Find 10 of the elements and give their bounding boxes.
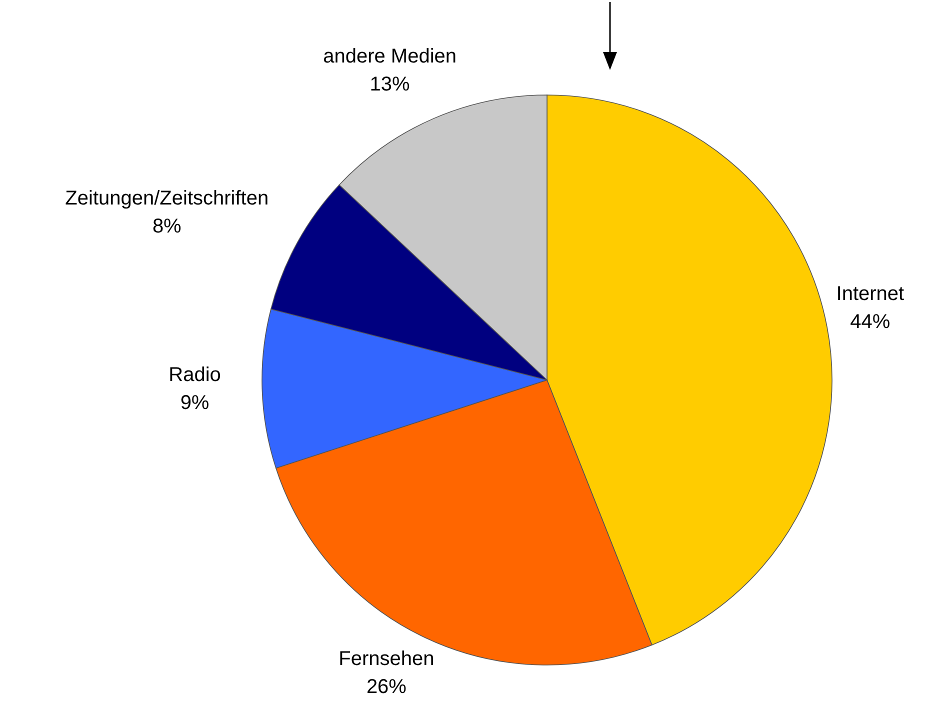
slice-label: Fernsehen (338, 648, 434, 670)
slice-label: Radio (168, 364, 221, 386)
slice-label: andere Medien (323, 46, 457, 68)
data-label: 13% (370, 74, 410, 96)
data-label: 44% (850, 311, 890, 334)
data-label: 9% (180, 392, 210, 414)
slice-label: Internet (836, 283, 905, 306)
data-label: 8% (152, 215, 182, 238)
slice-label: Zeitungen/Zeitschriften (65, 187, 269, 210)
data-label: 26% (366, 676, 407, 698)
